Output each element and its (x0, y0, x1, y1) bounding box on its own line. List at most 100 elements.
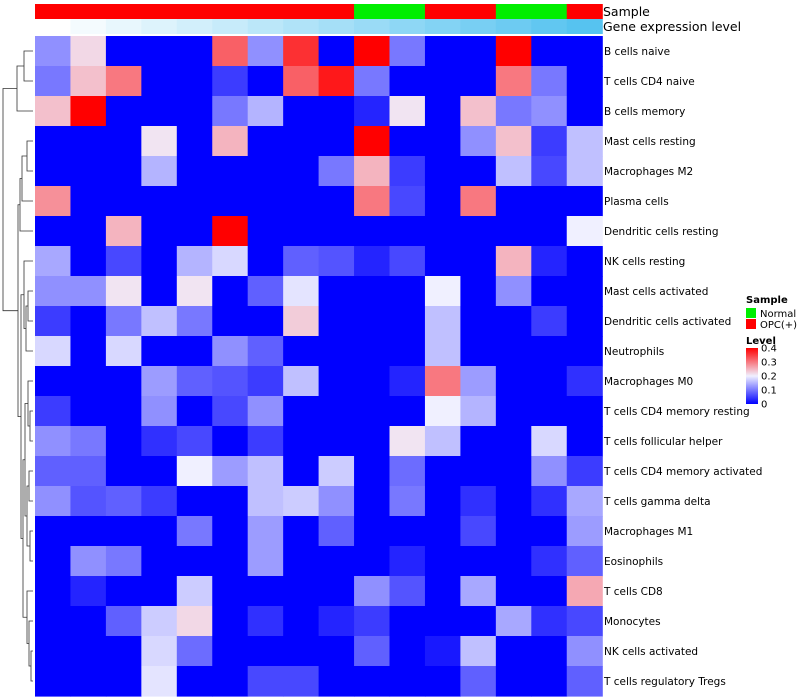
heatmap-cell (460, 546, 497, 577)
heatmap-cell (176, 36, 213, 67)
heatmap-cell (531, 276, 568, 307)
heatmap-cell (566, 396, 603, 427)
heatmap-cell (460, 246, 497, 277)
heatmap-cell (105, 516, 142, 547)
row-label: NK cells resting (604, 256, 685, 268)
heatmap-cell (318, 546, 355, 577)
heatmap-cell (389, 366, 426, 397)
dendrogram-branch (21, 155, 33, 202)
heatmap-cell (283, 666, 320, 697)
gene-level-annotation-cell (424, 19, 461, 34)
heatmap-cell (424, 456, 461, 487)
gene-level-annotation-cell (247, 19, 284, 34)
heatmap-cell (176, 486, 213, 517)
sample-annotation-cell (283, 4, 320, 19)
heatmap-cell (212, 66, 249, 97)
heatmap-cell (70, 576, 107, 607)
heatmap-cell (35, 516, 72, 547)
row-label: Mast cells activated (604, 286, 708, 298)
sample-annotation-cell (318, 4, 355, 19)
sample-annotation-cell (70, 4, 107, 19)
heatmap-cell (460, 36, 497, 67)
heatmap-cell (318, 126, 355, 157)
heatmap-cell (531, 216, 568, 247)
heatmap-cell (247, 66, 284, 97)
heatmap-cell (531, 636, 568, 667)
heatmap-cell (35, 426, 72, 457)
level-legend-title: Level (746, 336, 776, 347)
sample-legend-label: Normal (760, 309, 796, 320)
heatmap-cell (247, 156, 284, 187)
heatmap-cell (70, 36, 107, 67)
heatmap-cell (212, 306, 249, 337)
heatmap-cell (176, 216, 213, 247)
heatmap-cell (105, 276, 142, 307)
heatmap-cell (176, 156, 213, 187)
heatmap-cell (495, 96, 532, 127)
heatmap-cell (70, 366, 107, 397)
heatmap-cell (141, 126, 178, 157)
heatmap-cell (531, 456, 568, 487)
heatmap-cell (35, 156, 72, 187)
heatmap-cell (105, 456, 142, 487)
heatmap-cell (318, 636, 355, 667)
heatmap-cell (35, 66, 72, 97)
heatmap-cell (176, 636, 213, 667)
heatmap-cell (566, 366, 603, 397)
heatmap-cell (105, 126, 142, 157)
heatmap-cell (354, 306, 391, 337)
heatmap-cell (141, 246, 178, 277)
heatmap-cell (389, 516, 426, 547)
sample-legend-swatch (746, 308, 756, 318)
sample-annotation-cell (389, 4, 426, 19)
heatmap-cell (141, 336, 178, 367)
heatmap-cell (354, 516, 391, 547)
heatmap-cell (212, 216, 249, 247)
heatmap-cell (531, 426, 568, 457)
gene-level-annotation-cell (495, 19, 532, 34)
heatmap-cell (495, 246, 532, 277)
heatmap-cell (35, 336, 72, 367)
heatmap-cell (389, 666, 426, 697)
heatmap-cell (35, 606, 72, 637)
heatmap-cell (283, 246, 320, 277)
heatmap-cell (283, 96, 320, 127)
sample-annotation-cell (212, 4, 249, 19)
level-legend-tick: 0.2 (761, 372, 777, 383)
heatmap-cell (318, 606, 355, 637)
heatmap-cell (354, 36, 391, 67)
heatmap-cell (354, 576, 391, 607)
heatmap-cell (354, 156, 391, 187)
dendrogram-branch (25, 305, 33, 352)
heatmap-cell (566, 546, 603, 577)
heatmap-cell (176, 246, 213, 277)
heatmap-cell (318, 186, 355, 217)
heatmap-cell (105, 486, 142, 517)
dendrogram-branch (26, 590, 33, 644)
heatmap-cell (212, 276, 249, 307)
heatmap-cell (354, 66, 391, 97)
heatmap-cell (460, 666, 497, 697)
heatmap-cell (105, 636, 142, 667)
heatmap-cell (460, 276, 497, 307)
heatmap-cell (176, 666, 213, 697)
heatmap-cell (212, 246, 249, 277)
heatmap-cell (566, 156, 603, 187)
heatmap-cell (283, 636, 320, 667)
heatmap-cell (247, 516, 284, 547)
heatmap-cell (531, 486, 568, 517)
heatmap-cell (212, 156, 249, 187)
heatmap-cell (283, 306, 320, 337)
heatmap-cell (105, 576, 142, 607)
heatmap-cell (389, 336, 426, 367)
heatmap-cell (424, 216, 461, 247)
heatmap-cell (389, 186, 426, 217)
dendrogram-branch (27, 380, 33, 427)
heatmap-cell (283, 486, 320, 517)
heatmap-cell (212, 576, 249, 607)
sample-annotation-cell (495, 4, 532, 19)
heatmap-cell (247, 546, 284, 577)
heatmap-cell (495, 216, 532, 247)
heatmap-cell (389, 246, 426, 277)
heatmap-cell (247, 666, 284, 697)
